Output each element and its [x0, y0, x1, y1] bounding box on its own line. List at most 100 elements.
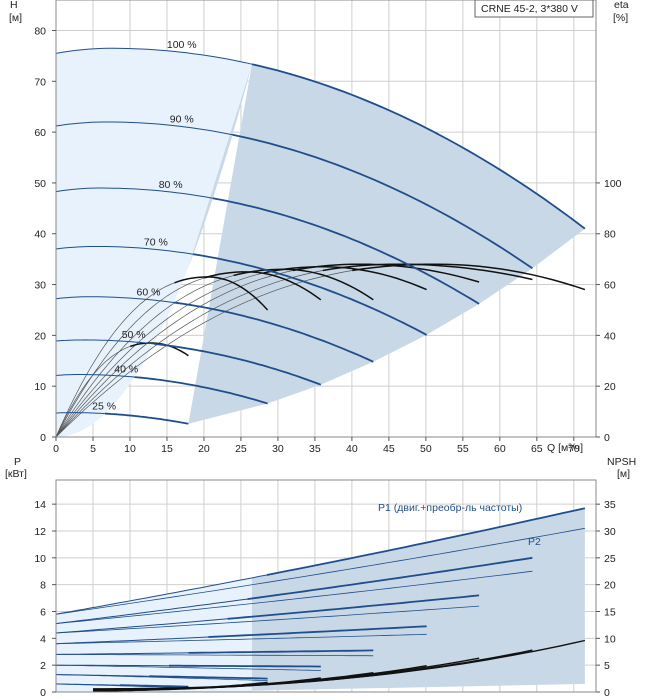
head-curve-inner [55, 296, 174, 303]
eta-axis-label-symbol: eta [614, 0, 629, 11]
head-curve-inner [55, 339, 155, 345]
head-curve-label: 25 % [92, 401, 116, 413]
eta-axis-ticks: 0 20 40 60 80 100 [596, 178, 622, 444]
p1-curve-inner [55, 618, 228, 634]
top-plot-border [55, 0, 597, 438]
head-curve-inner [55, 121, 233, 136]
power-tick-label: 10 [34, 553, 46, 565]
npsh-tick-label: 10 [604, 633, 616, 645]
p1-curve-outer [247, 556, 533, 600]
head-tick-label: 0 [40, 432, 46, 444]
x-tick-label: 40 [346, 443, 358, 455]
power-tick-label: 8 [40, 580, 46, 592]
p1-curve-outer [208, 625, 427, 638]
npsh-curve [93, 686, 189, 692]
head-curve-outer [232, 133, 533, 270]
npsh-curves [92, 639, 586, 692]
x-tick-label: 15 [161, 443, 173, 455]
x-tick-label: 5 [90, 443, 96, 455]
operating-range-dark [188, 64, 585, 424]
x-tick-label: 0 [53, 443, 59, 455]
efficiency-curve [292, 263, 480, 283]
head-curve-label: 40 % [114, 363, 138, 375]
npsh-axis-ticks: 0 5 10 15 20 25 30 35 [596, 499, 616, 699]
head-tick-label: 50 [34, 178, 46, 190]
p2-series-label: P2 [528, 536, 541, 548]
p1-curve-inner [55, 598, 248, 625]
head-axis-ticks: 0 10 20 30 40 50 60 70 80 [34, 25, 56, 444]
head-curve-outer [104, 412, 189, 425]
efficiency-curve [322, 263, 533, 281]
x-tick-label: 55 [457, 443, 469, 455]
head-curve-label: 80 % [159, 179, 183, 191]
p2-curve [55, 605, 480, 634]
head-curve-label: 70 % [144, 236, 168, 248]
p1-curve-inner [55, 636, 209, 645]
npsh-axis-label-unit: [м] [617, 468, 630, 480]
head-curve-outer [154, 343, 322, 386]
head-tick-label: 60 [34, 127, 46, 139]
power-range-dark [252, 508, 585, 691]
efficiency-curve [233, 268, 374, 301]
head-curve-label: 50 % [122, 329, 146, 341]
x-tick-label: 20 [198, 443, 210, 455]
power-axis-label-symbol: P [14, 456, 21, 468]
power-curves [55, 507, 586, 689]
p2-curve [55, 683, 189, 689]
eta-tick-label: 80 [604, 229, 616, 241]
p1-curve-outer [266, 507, 586, 576]
npsh-tick-label: 5 [604, 660, 610, 672]
head-curve-inner [55, 246, 194, 255]
model-legend-box [474, 0, 594, 18]
power-tick-label: 12 [34, 526, 46, 538]
head-curve-inner [55, 187, 213, 199]
power-range-light [56, 577, 252, 692]
model-legend-text: CRNE 45-2, 3*380 V [481, 3, 578, 15]
p1-curve-outer [119, 684, 189, 688]
x-axis-ticks: 0 5 10 15 20 25 30 35 40 45 50 55 60 65 70 [53, 437, 580, 455]
x-tick-label: 30 [272, 443, 284, 455]
p1-curve-outer [227, 594, 480, 620]
efficiency-curve [174, 276, 269, 311]
npsh-tick-label: 30 [604, 526, 616, 538]
efficiency-curve-thin [55, 270, 323, 438]
head-tick-label: 80 [34, 25, 46, 37]
npsh-tick-label: 15 [604, 606, 616, 618]
head-tick-label: 10 [34, 381, 46, 393]
x-tick-label: 50 [420, 443, 432, 455]
npsh-axis-label-symbol: NPSH [607, 456, 636, 468]
p2-curve [55, 570, 533, 624]
head-tick-label: 70 [34, 76, 46, 88]
eta-tick-label: 60 [604, 280, 616, 292]
head-curve-outer [251, 63, 586, 230]
npsh-tick-label: 35 [604, 499, 616, 511]
npsh-tick-label: 0 [604, 687, 610, 699]
x-tick-label: 10 [124, 443, 136, 455]
x-tick-label: 65 [531, 443, 543, 455]
power-tick-label: 0 [40, 687, 46, 699]
x-tick-label: 25 [235, 443, 247, 455]
x-tick-label: 45 [383, 443, 395, 455]
head-curve-labels: 100 % 90 % 80 % 70 % 60 % 50 % 40 % 25 % [92, 39, 197, 412]
p2-curve [55, 674, 268, 681]
p2-curve [55, 654, 374, 657]
p1-curve-outer [149, 675, 268, 680]
eta-tick-label: 0 [604, 432, 610, 444]
head-axis-label-symbol: H [10, 0, 18, 11]
p1-series-label: P1 (двиг.+преобр-ль частоты) [378, 502, 522, 514]
power-axis-ticks: 0 2 4 6 8 10 12 14 [34, 499, 56, 699]
head-curve-outer [173, 301, 374, 363]
p2-curve [55, 527, 585, 615]
head-curve-outer [134, 376, 268, 405]
head-efficiency-panel: 100 % 90 % 80 % 70 % 60 % 50 % 40 % 25 % 0 5 10 15… [9, 0, 629, 455]
head-curve-inner [55, 47, 253, 65]
power-axis-label-unit: [кВт] [5, 468, 27, 480]
efficiency-curve-thin [55, 270, 293, 438]
head-curve-outer [193, 253, 428, 336]
head-tick-label: 30 [34, 280, 46, 292]
p2-curve [55, 664, 321, 671]
bottom-plot-border [55, 479, 597, 693]
